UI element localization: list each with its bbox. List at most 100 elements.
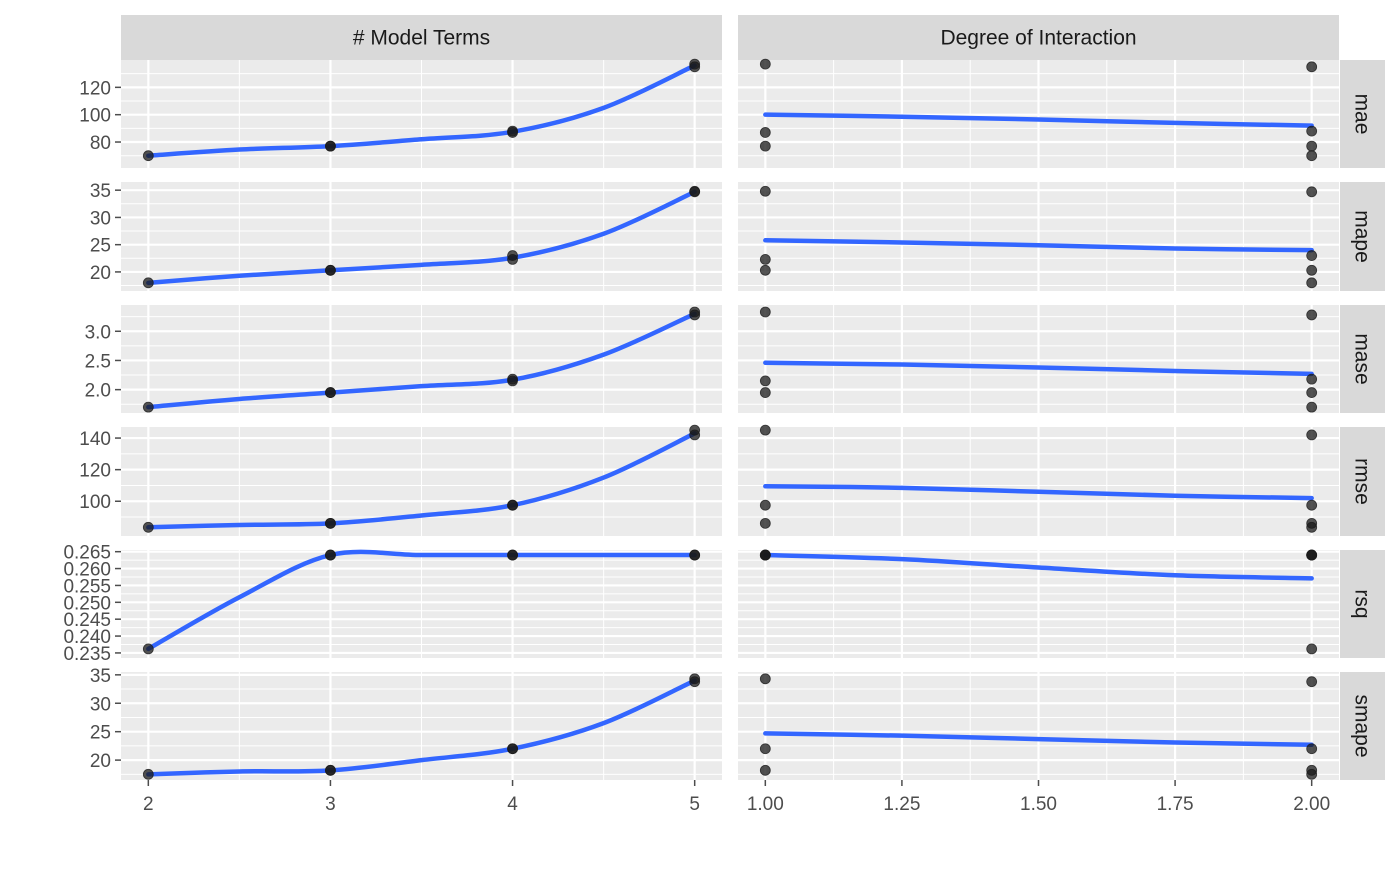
data-point (759, 140, 771, 152)
strip-label-smape: smape (1351, 694, 1374, 757)
strip-label-mape: mape (1351, 210, 1374, 263)
y-tick-label: 30 (90, 694, 111, 715)
data-point (759, 253, 771, 265)
data-point (759, 549, 771, 561)
data-point (759, 185, 771, 197)
data-point (1306, 743, 1318, 755)
data-point (1306, 186, 1318, 198)
data-point (1306, 61, 1318, 73)
smooth-line-rsq-num_terms (146, 549, 697, 652)
data-point (759, 743, 771, 755)
strip-bg-smape (1340, 672, 1385, 780)
y-tick-label: 35 (90, 181, 111, 202)
data-point (142, 768, 154, 780)
y-tick-label: 20 (90, 751, 111, 772)
data-point (689, 309, 701, 321)
data-point (507, 125, 518, 137)
y-tick-label: 120 (79, 78, 111, 99)
data-point (759, 375, 771, 387)
strip-bg-rmse (1340, 427, 1385, 536)
data-point (689, 429, 701, 441)
data-point (1306, 499, 1318, 511)
smooth-line-rmse-prod_degree (763, 483, 1314, 501)
data-point (325, 264, 336, 276)
data-point (1306, 250, 1318, 261)
y-tick-label: 35 (90, 666, 111, 687)
data-point (759, 264, 771, 276)
data-point (1306, 549, 1318, 561)
strip-bg-mae (1340, 60, 1385, 168)
strip-label-prod_degree: Degree of Interaction (940, 27, 1136, 50)
x-tick-label: 1.00 (747, 794, 784, 815)
strip-bg-num_terms (121, 15, 722, 60)
strip-label-mae: mae (1351, 94, 1374, 135)
strip-bg-rsq (1340, 550, 1385, 658)
data-point (1306, 676, 1318, 688)
y-tick-label: 0.260 (63, 560, 111, 581)
data-point (689, 61, 701, 73)
y-tick-label: 0.255 (63, 576, 111, 597)
y-tick-label: 140 (79, 429, 111, 450)
y-tick-label: 120 (79, 461, 111, 482)
data-point (1306, 125, 1318, 137)
strip-label-num_terms: # Model Terms (353, 27, 490, 50)
data-point (507, 373, 518, 385)
data-point (1306, 264, 1318, 276)
data-point (507, 499, 518, 511)
data-point (759, 517, 771, 529)
smooth-line-mape-prod_degree (763, 238, 1314, 253)
smooth-line-rmse-num_terms (146, 431, 697, 530)
data-point (325, 549, 336, 561)
strip-bg-mase (1340, 305, 1385, 413)
data-point (759, 673, 771, 685)
x-tick-label: 1.75 (1157, 794, 1194, 815)
y-tick-label: 20 (90, 263, 111, 284)
smooth-line-mae-num_terms (146, 63, 697, 158)
smooth-line-smape-prod_degree (763, 731, 1314, 748)
strip-bg-mape (1340, 182, 1385, 291)
data-point (759, 424, 771, 436)
data-point (1306, 373, 1318, 385)
data-point (142, 150, 154, 162)
data-point (1306, 150, 1318, 162)
y-tick-label: 2.5 (85, 351, 111, 372)
data-point (1306, 764, 1318, 776)
y-tick-label: 25 (90, 236, 111, 257)
smooth-line-mase-prod_degree (763, 360, 1314, 377)
data-point (1306, 517, 1318, 529)
data-point (325, 517, 336, 529)
data-point (689, 549, 701, 561)
data-point (759, 387, 771, 398)
y-tick-label: 25 (90, 723, 111, 744)
x-tick-label: 4 (507, 794, 518, 815)
data-point (759, 764, 771, 776)
data-point (507, 549, 518, 561)
y-tick-label: 0.235 (63, 644, 111, 665)
data-point (1306, 643, 1318, 655)
data-point (1306, 277, 1318, 289)
y-tick-label: 100 (79, 492, 111, 513)
data-point (325, 764, 336, 776)
y-tick-label: 100 (79, 106, 111, 127)
data-point (325, 387, 336, 398)
y-tick-label: 2.0 (85, 381, 111, 402)
strip-label-rsq: rsq (1351, 589, 1374, 618)
y-tick-label: 80 (90, 133, 111, 154)
smooth-line-rsq-prod_degree (763, 552, 1314, 581)
strip-bg-prod_degree (738, 15, 1339, 60)
x-tick-label: 3 (325, 794, 336, 815)
strip-label-rmse: rmse (1351, 458, 1374, 505)
smooth-line-mape-num_terms (146, 189, 697, 286)
data-point (507, 743, 518, 755)
smooth-line-mae-prod_degree (763, 112, 1314, 128)
data-point (759, 306, 771, 318)
data-point (1306, 387, 1318, 398)
data-point (1306, 309, 1318, 321)
data-point (759, 127, 771, 138)
y-tick-label: 3.0 (85, 322, 111, 343)
data-point (1306, 429, 1318, 441)
data-point (1306, 401, 1318, 413)
x-tick-label: 2.00 (1293, 794, 1330, 815)
